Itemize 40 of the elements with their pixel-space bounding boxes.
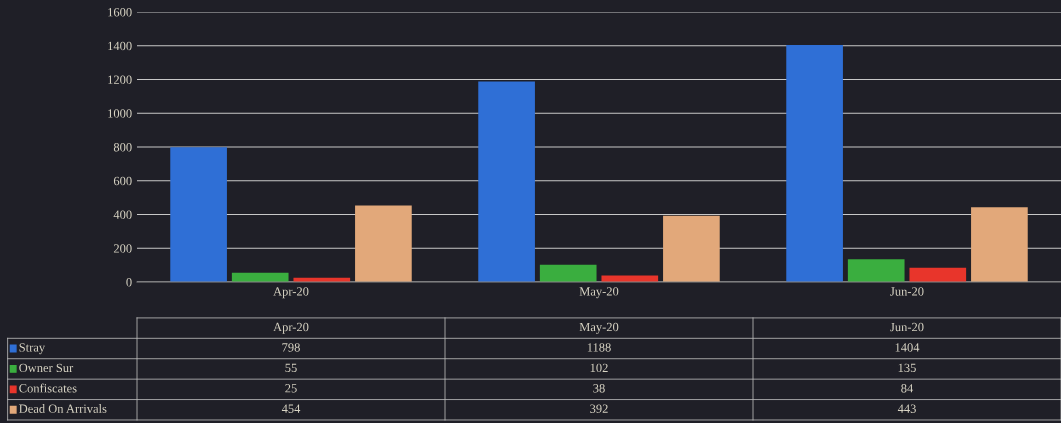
data-label: 454 [281,404,301,413]
bar [170,147,227,282]
data-label: 1188 [587,343,611,352]
y-tick-label: 1600 [108,8,132,17]
bar [847,259,905,282]
bar [478,81,535,282]
data-label: 392 [590,404,608,413]
bar [786,45,843,282]
x-tick-label: Apr-20 [273,287,309,299]
category-label: May-20 [579,322,619,334]
data-label: 1404 [895,343,920,352]
x-tick-label: May-20 [579,287,619,299]
data-label: 135 [898,363,916,373]
y-tick-label: 800 [113,143,132,152]
y-tick-label: 600 [113,176,132,186]
data-label: 102 [590,363,608,373]
bar [663,215,720,282]
bar [539,264,597,282]
bar [355,205,412,282]
x-tick-label: Jun-20 [890,287,924,296]
bar [909,267,967,282]
y-tick-label: 200 [113,244,132,253]
data-label: 443 [897,404,916,413]
data-label: 25 [285,384,297,393]
category-label: Jun-20 [890,322,924,332]
legend-label: Owner Sur [19,363,74,373]
y-tick-label: 1400 [108,41,132,51]
data-label: 38 [593,384,605,393]
legend-label: Confiscates [19,383,77,393]
bar [971,207,1028,282]
category-label: Apr-20 [273,322,309,334]
legend-label: Dead On Arrivals [19,404,107,413]
y-tick-label: 400 [113,210,132,219]
data-label: 84 [901,384,914,393]
legend-label: Stray [19,343,46,355]
y-tick-label: 0 [126,278,132,287]
data-label: 55 [285,363,297,373]
y-tick-label: 1200 [108,75,132,84]
data-label: 798 [282,343,300,352]
y-tick-label: 1000 [108,109,132,118]
